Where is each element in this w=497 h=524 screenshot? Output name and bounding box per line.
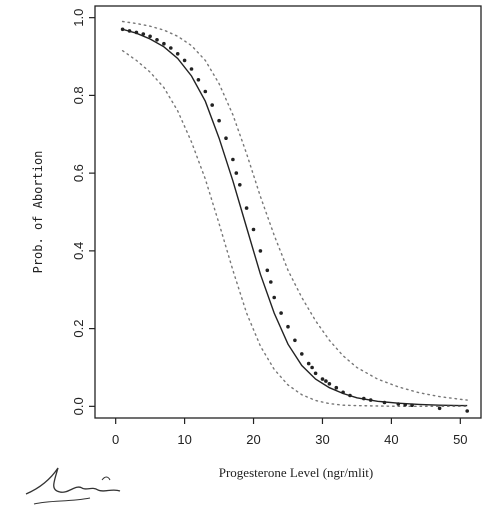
data-point	[341, 390, 345, 395]
data-point	[169, 46, 173, 50]
x-tick-label: 0	[112, 432, 119, 447]
data-point	[286, 324, 290, 329]
y-tick-label: 0.8	[71, 86, 86, 104]
x-axis: 0 10 20 30 40 50	[112, 418, 468, 447]
data-point	[396, 402, 401, 406]
x-tick-label: 50	[453, 432, 467, 447]
x-tick-label: 10	[177, 432, 191, 447]
x-tick-label: 20	[246, 432, 260, 447]
data-point	[348, 393, 352, 398]
data-point	[265, 268, 270, 273]
data-point	[382, 400, 387, 405]
data-point	[362, 396, 366, 401]
data-point	[162, 41, 166, 46]
data-point	[327, 382, 332, 386]
data-point	[320, 377, 325, 381]
data-point	[251, 227, 256, 232]
data-point	[300, 352, 304, 356]
data-point	[306, 361, 311, 366]
data-point	[368, 398, 373, 402]
fitted-curve	[122, 28, 468, 407]
data-point	[410, 403, 414, 408]
y-tick-label: 0.6	[71, 164, 86, 182]
data-point	[196, 78, 201, 82]
data-point	[334, 385, 339, 390]
y-tick-label: 0.4	[71, 242, 86, 260]
y-tick-label: 0.2	[71, 320, 86, 338]
data-point	[279, 311, 283, 315]
data-point	[203, 89, 208, 94]
data-point	[310, 365, 314, 370]
x-tick-label: 30	[315, 432, 329, 447]
data-point	[127, 29, 132, 33]
data-point	[120, 27, 125, 32]
data-point	[258, 249, 263, 253]
data-point	[175, 52, 180, 56]
data-point	[465, 409, 470, 413]
y-tick-label: 0.0	[71, 397, 86, 415]
data-point	[403, 403, 408, 407]
handwritten-signature	[25, 467, 121, 505]
y-axis-label: Prob. of Abortion	[31, 151, 45, 274]
data-point	[293, 338, 297, 343]
data-point	[313, 371, 318, 376]
data-point	[141, 32, 146, 36]
data-point	[272, 295, 277, 300]
data-point	[224, 136, 228, 140]
data-point	[134, 30, 139, 35]
data-point	[269, 280, 273, 284]
confidence-band-curve	[121, 50, 468, 407]
data-point	[182, 58, 187, 63]
confidence-band-curve	[121, 20, 468, 401]
data-point	[244, 206, 249, 210]
series-group	[121, 20, 468, 407]
data-point	[210, 103, 214, 107]
plot-frame	[94, 5, 482, 419]
x-tick-label: 40	[384, 432, 398, 447]
data-point	[217, 118, 221, 123]
y-axis: 0.0 0.2 0.4 0.6 0.8 1.0	[71, 9, 95, 415]
data-point	[148, 34, 152, 39]
data-point	[324, 379, 328, 383]
data-point	[234, 171, 239, 175]
data-point	[231, 157, 235, 162]
data-point	[238, 183, 242, 187]
data-point	[189, 67, 194, 71]
data-point	[437, 406, 442, 411]
observed-points	[120, 27, 470, 413]
x-axis-label: Progesterone Level (ngr/mlit)	[219, 465, 374, 480]
data-point	[155, 38, 159, 42]
y-tick-label: 1.0	[71, 9, 86, 27]
